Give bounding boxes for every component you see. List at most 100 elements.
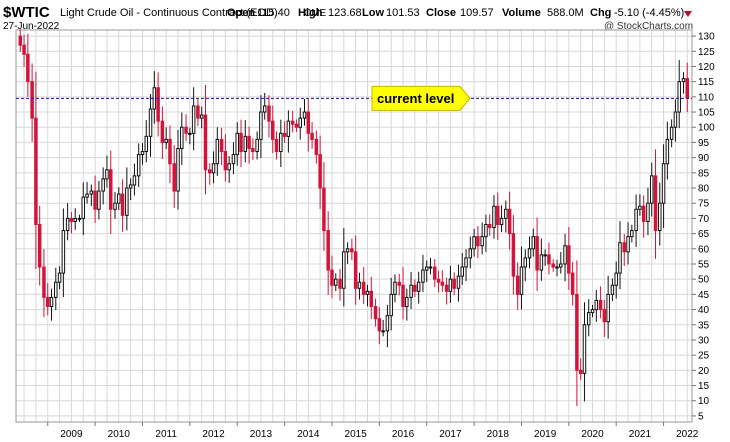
candle-up xyxy=(523,257,528,268)
candle-up xyxy=(191,105,196,134)
candle-up xyxy=(539,254,544,271)
candle-up xyxy=(227,163,231,171)
candle-down xyxy=(290,120,295,125)
candle-up xyxy=(409,284,413,298)
candle-down xyxy=(69,217,74,222)
candle-up xyxy=(125,187,129,216)
candle-up xyxy=(677,81,681,113)
candle-up xyxy=(673,111,678,128)
candle-down xyxy=(310,132,314,140)
y-tick-label: 60 xyxy=(698,244,710,255)
candle-down xyxy=(330,269,334,286)
candle-down xyxy=(578,369,583,374)
candle-up xyxy=(61,230,66,274)
candle-up xyxy=(334,278,338,286)
candle-down xyxy=(377,318,382,332)
y-tick-label: 105 xyxy=(698,108,715,119)
y-tick-label: 130 xyxy=(698,32,715,43)
candle-up xyxy=(298,117,302,128)
close-label: Close xyxy=(426,7,456,19)
candle-down xyxy=(93,190,97,210)
candle-down xyxy=(247,135,251,150)
candle-up xyxy=(176,148,180,192)
candle-up xyxy=(504,208,508,219)
candle-down xyxy=(294,123,299,128)
candle-down xyxy=(433,266,437,280)
candle-up xyxy=(582,324,587,374)
candle-up xyxy=(105,169,109,180)
candle-up xyxy=(136,154,141,177)
candle-up xyxy=(649,175,654,204)
candle-up xyxy=(606,293,610,323)
candle-down xyxy=(196,105,200,119)
y-tick-label: 65 xyxy=(698,229,710,240)
candle-down xyxy=(274,138,279,153)
candle-down xyxy=(369,290,374,308)
high-label: High xyxy=(298,7,323,19)
candle-up xyxy=(464,257,468,268)
candle-down xyxy=(685,78,690,99)
y-tick-label: 75 xyxy=(698,199,710,210)
y-tick-label: 20 xyxy=(698,366,710,377)
x-tick-label: 2012 xyxy=(202,429,225,440)
y-tick-label: 115 xyxy=(698,77,714,88)
candle-up xyxy=(428,266,433,269)
exchange-label: CME xyxy=(304,8,327,19)
low-value: 101.53 xyxy=(386,7,420,19)
candle-up xyxy=(460,266,464,277)
candle-down xyxy=(318,154,322,189)
candle-up xyxy=(144,135,149,153)
candle-down xyxy=(373,306,378,320)
candle-down xyxy=(172,163,176,192)
candle-up xyxy=(128,184,133,189)
chg-label: Chg xyxy=(590,7,611,19)
candle-down xyxy=(160,120,165,143)
candle-down xyxy=(34,117,38,225)
chg-down-triangle-icon xyxy=(684,11,692,17)
candle-up xyxy=(586,312,591,326)
candle-down xyxy=(515,275,520,295)
candle-down xyxy=(219,138,224,153)
volume-label: Volume xyxy=(502,7,541,19)
candle-down xyxy=(184,126,188,134)
date-label: 27-Jun-2022 xyxy=(3,21,60,32)
contract-name: Light Crude Oil - Continuous Contract (E… xyxy=(60,7,278,19)
candle-up xyxy=(101,178,105,192)
candle-down xyxy=(487,223,492,229)
candle-up xyxy=(132,175,137,186)
candle-up xyxy=(188,132,192,135)
open-value: 115.40 xyxy=(257,7,290,19)
y-tick-label: 30 xyxy=(698,335,710,346)
candle-down xyxy=(452,278,456,289)
callout-label: current level xyxy=(377,91,454,106)
candle-up xyxy=(610,284,615,295)
candle-down xyxy=(598,299,603,311)
candle-down xyxy=(476,236,480,247)
candle-down xyxy=(338,278,342,289)
x-tick-label: 2017 xyxy=(439,429,462,440)
candle-up xyxy=(456,275,461,289)
y-tick-label: 95 xyxy=(698,138,710,149)
candle-up xyxy=(164,138,168,143)
candle-up xyxy=(543,254,547,257)
candle-up xyxy=(286,120,291,137)
candle-up xyxy=(393,281,397,295)
candle-up xyxy=(661,163,666,204)
candle-up xyxy=(472,236,476,250)
candle-up xyxy=(57,272,62,283)
y-tick-label: 35 xyxy=(698,320,710,331)
x-axis: 2009 2010 2011 2012 2013 2014 2015 2016 2017 2018… xyxy=(47,422,699,440)
x-tick-label: 2014 xyxy=(297,429,320,440)
candle-up xyxy=(215,138,220,165)
y-tick-label: 80 xyxy=(698,184,710,195)
candle-up xyxy=(590,309,595,314)
candle-down xyxy=(575,293,579,371)
x-tick-label: 2018 xyxy=(487,429,510,440)
candle-up xyxy=(484,223,488,238)
candle-down xyxy=(267,105,271,122)
candle-down xyxy=(251,148,255,153)
y-tick-label: 90 xyxy=(698,153,710,164)
candle-down xyxy=(30,81,34,119)
x-tick-label: 2020 xyxy=(581,429,604,440)
